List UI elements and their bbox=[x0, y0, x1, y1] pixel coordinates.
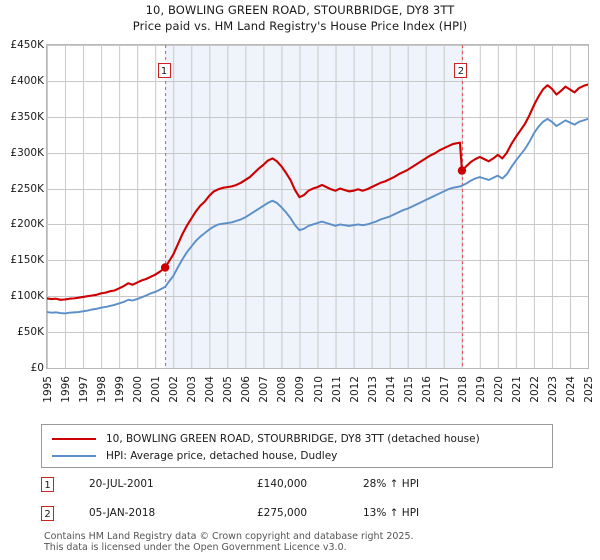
x-axis-labels: 1995 1996 1997 1998 1999 2000 2001 2002 2003 2004… bbox=[0, 374, 600, 420]
transaction-hpi-delta: 13% ↑ HPI bbox=[363, 507, 420, 519]
y-axis-tick-label: £450K bbox=[10, 39, 44, 51]
x-axis-tick-label: 2005 bbox=[222, 376, 235, 403]
chart-legend: 10, BOWLING GREEN ROAD, STOURBRIDGE, DY8… bbox=[41, 424, 553, 468]
x-axis-tick-label: 2008 bbox=[276, 376, 289, 403]
footer-line-1: Contains HM Land Registry data © Crown c… bbox=[44, 531, 414, 542]
y-axis-tick-label: £150K bbox=[10, 254, 44, 267]
x-axis-tick-label: 2012 bbox=[348, 376, 361, 403]
x-axis-tick-label: 2009 bbox=[294, 376, 307, 403]
x-axis-tick-label: 2006 bbox=[240, 376, 253, 403]
x-axis-tick-label: 2023 bbox=[546, 376, 559, 403]
y-axis-tick-label: £50K bbox=[17, 326, 44, 339]
y-axis-tick-label: £0 bbox=[30, 362, 44, 374]
legend-row-property: 10, BOWLING GREEN ROAD, STOURBRIDGE, DY8… bbox=[42, 430, 552, 447]
x-axis-tick-label: 2022 bbox=[528, 376, 541, 403]
x-axis-tick-label: 1995 bbox=[42, 376, 54, 403]
y-axis-tick-label: £250K bbox=[10, 182, 44, 195]
x-axis-tick-label: 1999 bbox=[114, 376, 127, 403]
transaction-marker-number: 1 bbox=[41, 477, 54, 492]
x-axis-tick-label: 1998 bbox=[96, 376, 109, 403]
y-axis-tick-label: £200K bbox=[10, 218, 44, 231]
page-subtitle: Price paid vs. HM Land Registry's House … bbox=[132, 19, 468, 33]
y-axis-tick-label: £350K bbox=[10, 110, 44, 123]
x-axis-tick-label: 2010 bbox=[312, 376, 325, 403]
x-axis-tick-label: 2000 bbox=[132, 376, 145, 403]
x-axis-tick-label: 2011 bbox=[330, 376, 343, 403]
x-axis-tick-label: 2018 bbox=[456, 376, 469, 403]
x-axis-tick-label: 2019 bbox=[474, 376, 487, 403]
transaction-row: 2 05-JAN-2018 £275,000 13% ↑ HPI bbox=[41, 506, 561, 524]
y-axis-tick-label: £400K bbox=[10, 74, 44, 87]
x-axis-tick-label: 2014 bbox=[384, 376, 397, 403]
transaction-marker-number: 2 bbox=[41, 506, 54, 521]
legend-swatch-property bbox=[52, 437, 96, 440]
x-axis-tick-label: 1997 bbox=[78, 376, 91, 403]
transaction-row: 1 20-JUL-2001 £140,000 28% ↑ HPI bbox=[41, 477, 561, 495]
chart-marker-callout: 2 bbox=[454, 63, 468, 78]
x-axis-tick-label: 2004 bbox=[204, 376, 217, 403]
x-axis-tick-label: 2016 bbox=[420, 376, 433, 403]
x-axis-tick-label: 1996 bbox=[60, 376, 73, 403]
x-axis-tick-label: 2003 bbox=[186, 376, 199, 403]
legend-label-property: 10, BOWLING GREEN ROAD, STOURBRIDGE, DY8… bbox=[106, 432, 480, 445]
transaction-price: £275,000 bbox=[257, 507, 308, 519]
legend-row-hpi: HPI: Average price, detached house, Dudl… bbox=[42, 447, 552, 464]
transaction-date: 20-JUL-2001 bbox=[89, 478, 154, 490]
x-axis-tick-label: 2020 bbox=[492, 376, 505, 403]
transaction-price: £140,000 bbox=[257, 478, 308, 490]
transaction-date: 05-JAN-2018 bbox=[89, 507, 156, 519]
x-axis-tick-label: 2013 bbox=[366, 376, 379, 403]
x-axis-tick-label: 2001 bbox=[150, 376, 163, 403]
x-axis-tick-label: 2025 bbox=[583, 376, 595, 403]
x-axis-tick-label: 2007 bbox=[258, 376, 271, 403]
y-axis-labels: £0 £50K £100K £150K £200K £250K £300K £350K £400… bbox=[0, 39, 44, 374]
legend-label-hpi: HPI: Average price, detached house, Dudl… bbox=[106, 449, 338, 462]
plot-area bbox=[46, 44, 589, 369]
x-axis-tick-label: 2024 bbox=[564, 376, 577, 403]
y-axis-tick-label: £300K bbox=[10, 146, 44, 159]
x-axis-tick-label: 2021 bbox=[510, 376, 523, 403]
transaction-hpi-delta: 28% ↑ HPI bbox=[363, 478, 420, 490]
x-axis-tick-label: 2017 bbox=[438, 376, 451, 403]
chart-svg bbox=[47, 45, 588, 368]
y-axis-tick-label: £100K bbox=[10, 290, 44, 303]
x-axis-tick-label: 2015 bbox=[402, 376, 415, 403]
chart-marker-callout: 1 bbox=[157, 63, 171, 78]
footer-line-2: This data is licensed under the Open Gov… bbox=[44, 542, 347, 553]
page-title: 10, BOWLING GREEN ROAD, STOURBRIDGE, DY8… bbox=[145, 3, 455, 17]
legend-swatch-hpi bbox=[52, 454, 96, 457]
footer-attribution: Contains HM Land Registry data © Crown c… bbox=[44, 531, 584, 553]
x-axis-tick-label: 2002 bbox=[168, 376, 181, 403]
